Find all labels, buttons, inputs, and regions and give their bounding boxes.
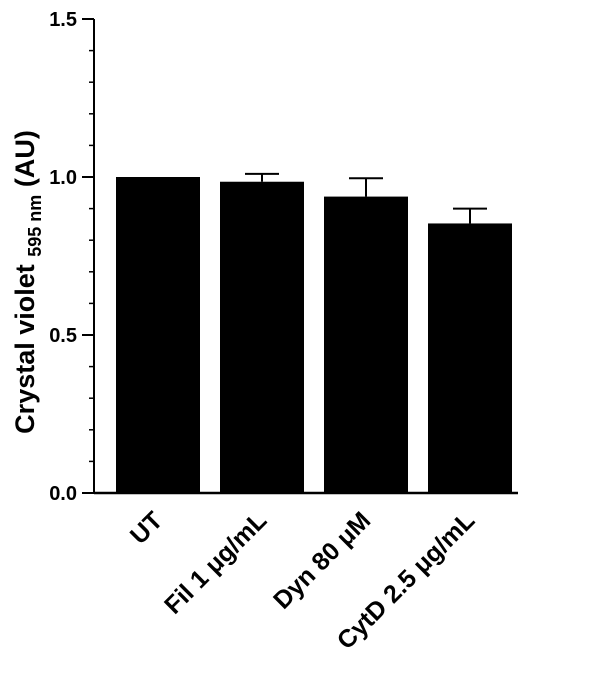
y-axis-label-subscript: 595 nm bbox=[25, 195, 45, 257]
y-tick-label: 1.0 bbox=[49, 167, 77, 189]
bar bbox=[116, 177, 200, 493]
y-axis-label-main: Crystal violet bbox=[10, 264, 40, 434]
y-tick-label: 1.5 bbox=[49, 9, 77, 31]
y-tick-label: 0.5 bbox=[49, 325, 77, 347]
x-tick-label: UT bbox=[125, 506, 168, 549]
x-tick-label: Dyn 80 μM bbox=[268, 506, 376, 614]
bar bbox=[220, 181, 304, 494]
bar bbox=[324, 196, 408, 494]
y-axis-label: Crystal violet 595 nm (AU) bbox=[10, 130, 47, 434]
x-tick-label: Fil 1 μg/mL bbox=[159, 506, 272, 619]
y-axis-label-unit: (AU) bbox=[10, 130, 40, 187]
bar bbox=[428, 223, 512, 493]
y-tick-label: 0.0 bbox=[49, 483, 77, 505]
